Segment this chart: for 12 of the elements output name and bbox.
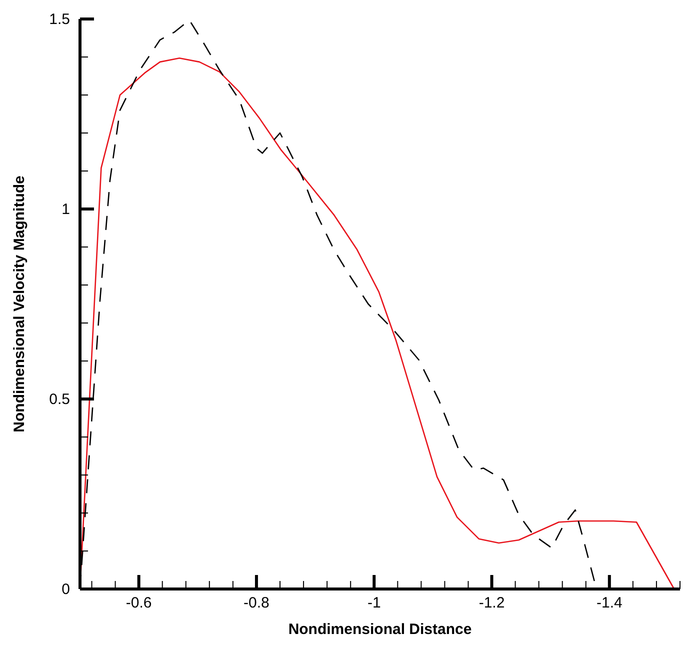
x-tick-label: -1.4 — [596, 594, 622, 612]
x-tick-label: -0.8 — [244, 594, 270, 612]
x-axis-title: Nondimensional Distance — [288, 621, 472, 638]
y-tick-label: 0.5 — [49, 390, 70, 408]
x-tick-label: -1.2 — [478, 594, 505, 612]
y-tick-label: 1 — [62, 200, 70, 218]
y-tick-label: 1.5 — [49, 10, 70, 28]
x-tick-label: -1 — [367, 594, 381, 612]
line-series — [79, 57, 675, 590]
x-tick-label: -0.6 — [126, 594, 152, 612]
y-axis-title: Nondimensional Velocity Magnitude — [11, 176, 28, 432]
y-tick-label: 0 — [62, 580, 70, 598]
